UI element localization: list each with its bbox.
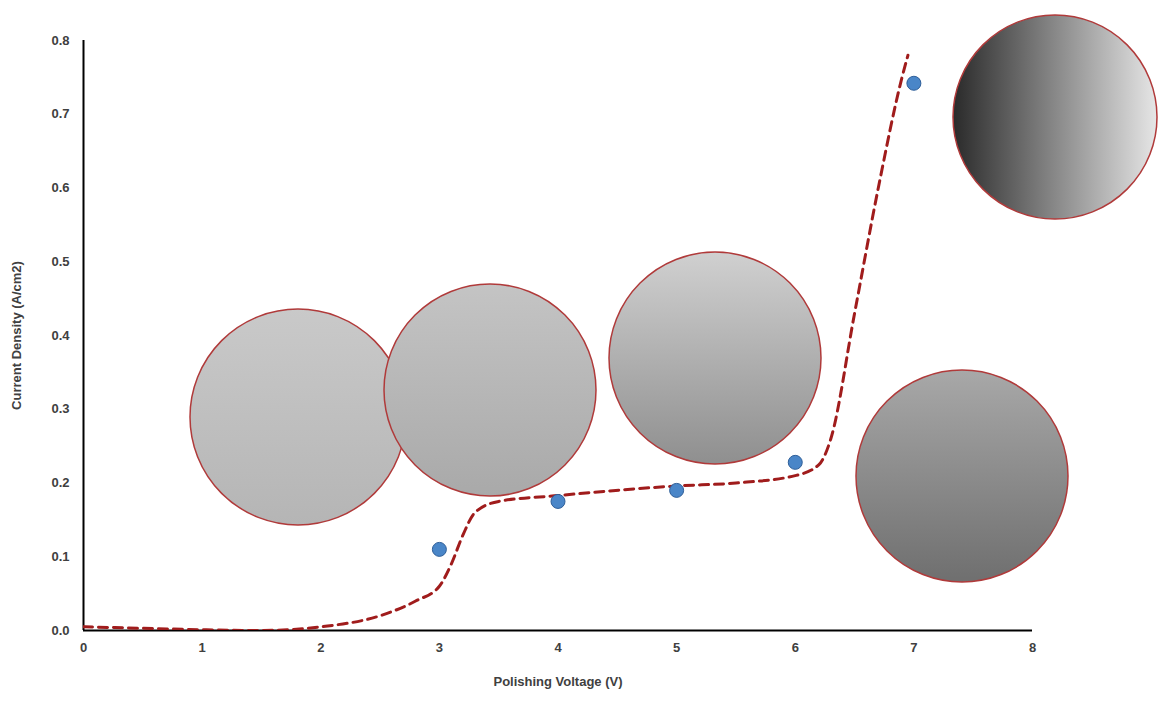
svg-text:0.2: 0.2 (51, 475, 69, 490)
svg-text:7: 7 (910, 640, 917, 655)
svg-text:0.1: 0.1 (51, 549, 69, 564)
svg-text:Current Density (A/cm2): Current Density (A/cm2) (9, 261, 24, 410)
svg-text:0.6: 0.6 (51, 180, 69, 195)
svg-text:0.5: 0.5 (51, 254, 69, 269)
svg-text:2: 2 (317, 640, 324, 655)
svg-text:0.8: 0.8 (51, 33, 69, 48)
svg-text:0.3: 0.3 (51, 401, 69, 416)
svg-text:0.0: 0.0 (51, 623, 69, 638)
svg-text:Polishing Voltage (V): Polishing Voltage (V) (493, 674, 622, 689)
svg-text:1: 1 (199, 640, 206, 655)
svg-text:0: 0 (80, 640, 87, 655)
svg-text:5: 5 (673, 640, 680, 655)
svg-text:8: 8 (1029, 640, 1036, 655)
svg-text:0.7: 0.7 (51, 106, 69, 121)
svg-text:3: 3 (436, 640, 443, 655)
svg-text:6: 6 (792, 640, 799, 655)
svg-text:0.4: 0.4 (51, 328, 70, 343)
svg-text:4: 4 (554, 640, 562, 655)
